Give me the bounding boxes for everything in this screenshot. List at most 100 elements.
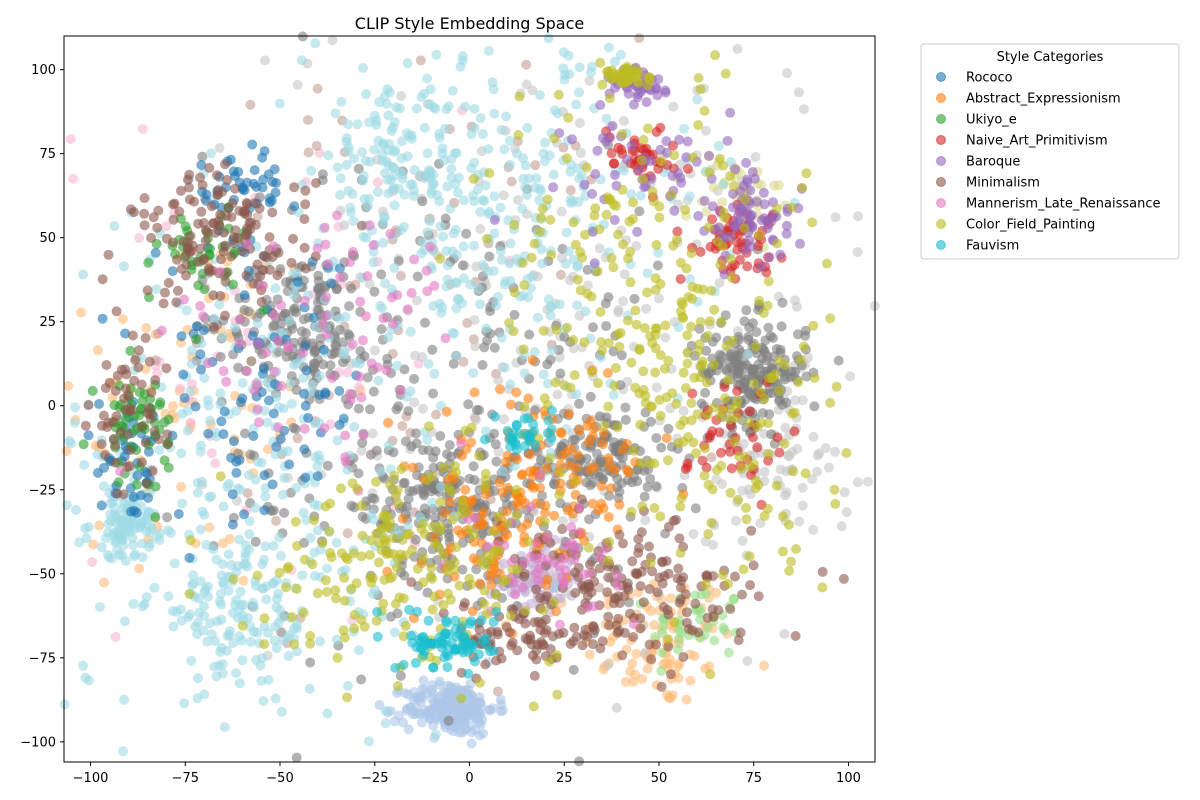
point <box>381 99 392 109</box>
point <box>491 300 502 311</box>
point-color_field_painting <box>529 238 540 249</box>
point <box>359 351 370 362</box>
point <box>61 500 72 511</box>
point-rococo <box>292 276 303 287</box>
point-color_field_painting <box>604 194 615 205</box>
point-color_field_painting <box>622 315 633 326</box>
point-baroque <box>673 168 684 179</box>
point-color_field_painting <box>613 229 623 240</box>
point-color_field_painting <box>710 50 721 61</box>
point <box>334 324 345 335</box>
point <box>218 501 229 512</box>
point-rococo <box>216 416 227 427</box>
legend-label: Color_Field_Painting <box>966 218 1095 233</box>
point-fauvism <box>418 632 429 642</box>
point-color_field_painting <box>184 588 195 599</box>
point-color_field_painting <box>663 355 674 366</box>
point-color_field_painting <box>464 573 475 584</box>
point-minimalism <box>501 622 512 633</box>
point-minimalism <box>100 450 110 461</box>
point-color_field_painting <box>693 73 704 83</box>
point-color_field_painting <box>817 582 828 593</box>
point-mannerism_late_renaissance <box>319 423 330 434</box>
point <box>483 144 494 155</box>
point <box>723 356 734 367</box>
point <box>714 277 725 288</box>
point <box>428 102 439 113</box>
point-abstract_expressionism <box>467 606 478 617</box>
point-minimalism <box>356 220 367 231</box>
point-color_field_painting <box>763 448 774 459</box>
point <box>78 269 88 280</box>
point <box>260 55 270 66</box>
point <box>256 676 267 686</box>
point <box>128 540 138 551</box>
point-color_field_painting <box>539 393 550 404</box>
point-color_field_painting <box>595 57 606 68</box>
point <box>426 185 437 196</box>
point-fauvism <box>463 668 474 679</box>
point <box>285 378 296 389</box>
point-color_field_painting <box>561 153 572 164</box>
point-color_field_painting <box>655 350 666 361</box>
point-color_field_painting <box>454 580 465 591</box>
point <box>651 433 662 443</box>
point <box>565 275 575 286</box>
point-minimalism <box>195 172 205 183</box>
point-minimalism <box>480 659 491 670</box>
point <box>451 350 462 361</box>
point <box>205 148 216 159</box>
point-color_field_painting <box>464 524 475 535</box>
point-ukiyo_e <box>113 477 124 488</box>
point <box>386 125 397 136</box>
points-layer <box>59 31 880 767</box>
point-minimalism <box>230 183 240 194</box>
point-color_field_painting <box>723 375 733 386</box>
point-mannerism_late_renaissance <box>347 339 358 350</box>
point <box>731 515 741 526</box>
point <box>216 643 227 653</box>
point <box>358 170 369 181</box>
point-abstract_expressionism <box>540 500 551 511</box>
point <box>330 339 341 350</box>
point-color_field_painting <box>480 468 491 479</box>
point-color_field_painting <box>717 570 728 580</box>
point-minimalism <box>657 557 668 568</box>
point <box>118 261 129 272</box>
point-rococo <box>239 509 249 520</box>
point <box>136 538 147 549</box>
point <box>192 617 203 628</box>
point-abstract_expressionism <box>525 449 536 460</box>
point-minimalism <box>184 194 195 205</box>
point-rococo <box>203 428 214 439</box>
point-minimalism <box>565 639 576 649</box>
point <box>369 494 380 504</box>
point <box>263 444 273 455</box>
point <box>256 457 267 468</box>
point-color_field_painting <box>725 254 736 265</box>
x-tick-label: −25 <box>361 771 388 786</box>
point <box>629 293 640 304</box>
point-mannerism_late_renaissance <box>348 246 358 257</box>
point <box>263 627 274 638</box>
point <box>839 487 850 498</box>
point-mannerism_late_renaissance <box>198 311 209 322</box>
point-minimalism <box>110 457 121 468</box>
point-baroque <box>781 228 792 239</box>
point-mannerism_late_renaissance <box>298 348 309 358</box>
point-color_field_painting <box>429 591 440 602</box>
point <box>779 629 790 640</box>
point <box>149 582 160 593</box>
point <box>428 452 439 463</box>
point-color_field_painting <box>706 517 717 528</box>
point-color_field_painting <box>388 532 399 543</box>
point <box>427 684 437 695</box>
point-minimalism <box>219 240 230 251</box>
point-rococo <box>227 519 238 530</box>
point <box>215 589 226 599</box>
point-color_field_painting <box>731 412 742 423</box>
point-naive_art_primitivism <box>651 127 662 137</box>
point-mannerism_late_renaissance <box>345 257 355 267</box>
y-tick-label: 75 <box>39 147 56 162</box>
point <box>380 705 391 716</box>
